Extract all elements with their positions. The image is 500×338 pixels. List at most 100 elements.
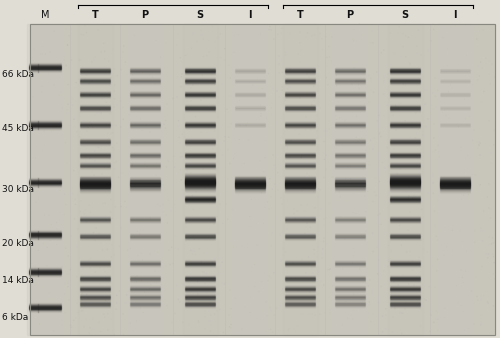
- Point: [342, 176, 350, 182]
- Point: [346, 164, 354, 169]
- Point: [233, 95, 241, 101]
- Point: [260, 156, 268, 162]
- Point: [78, 218, 86, 223]
- Point: [296, 29, 304, 34]
- Point: [302, 117, 310, 122]
- Point: [470, 104, 478, 110]
- Point: [466, 238, 474, 243]
- Point: [295, 200, 303, 205]
- Point: [108, 216, 116, 221]
- Point: [197, 225, 205, 230]
- Bar: [390, 144, 420, 145]
- Point: [237, 125, 245, 130]
- Bar: [184, 260, 216, 261]
- Point: [491, 74, 499, 80]
- Point: [464, 108, 472, 114]
- Point: [440, 107, 448, 113]
- Bar: [184, 69, 216, 70]
- Point: [408, 189, 416, 195]
- Bar: [285, 78, 315, 79]
- Point: [404, 195, 412, 200]
- Point: [404, 189, 411, 195]
- Point: [200, 95, 208, 100]
- Point: [332, 238, 340, 243]
- Point: [146, 237, 154, 243]
- Point: [132, 246, 140, 251]
- Point: [162, 41, 170, 46]
- Bar: [184, 263, 216, 264]
- Bar: [390, 174, 420, 175]
- Point: [53, 226, 61, 232]
- Point: [252, 273, 260, 279]
- Point: [402, 54, 410, 59]
- Point: [88, 327, 96, 332]
- Point: [57, 128, 65, 133]
- Point: [401, 70, 409, 75]
- Point: [308, 102, 316, 107]
- Bar: [285, 111, 315, 112]
- Point: [104, 303, 112, 308]
- Point: [236, 323, 244, 328]
- Bar: [335, 275, 365, 276]
- Point: [234, 32, 242, 38]
- Point: [372, 316, 380, 321]
- Point: [73, 300, 81, 306]
- Point: [58, 222, 66, 227]
- Point: [132, 287, 140, 292]
- Point: [254, 97, 262, 102]
- Bar: [130, 285, 160, 286]
- Point: [380, 269, 388, 274]
- Point: [434, 257, 442, 262]
- Point: [50, 158, 58, 164]
- Point: [70, 168, 78, 173]
- Point: [76, 58, 84, 63]
- Bar: [29, 304, 61, 305]
- Point: [277, 30, 285, 36]
- Point: [350, 75, 358, 80]
- Point: [320, 216, 328, 222]
- Point: [466, 114, 473, 119]
- Point: [190, 248, 198, 254]
- Bar: [80, 74, 110, 75]
- Point: [435, 149, 443, 154]
- Point: [374, 118, 382, 124]
- Point: [80, 32, 88, 38]
- Point: [430, 191, 438, 196]
- Point: [285, 154, 293, 160]
- Point: [90, 236, 98, 241]
- Point: [471, 240, 479, 245]
- Bar: [335, 140, 365, 141]
- Point: [314, 194, 322, 200]
- Point: [350, 246, 358, 251]
- Point: [334, 214, 342, 219]
- Point: [411, 51, 419, 56]
- Bar: [234, 181, 266, 182]
- Point: [54, 109, 62, 115]
- Point: [454, 316, 462, 322]
- Point: [67, 211, 75, 217]
- Point: [36, 272, 44, 277]
- Bar: [284, 176, 316, 177]
- Point: [420, 246, 428, 252]
- Point: [296, 95, 304, 101]
- Bar: [284, 184, 316, 185]
- Point: [188, 193, 196, 198]
- Point: [174, 74, 182, 79]
- Bar: [130, 162, 160, 163]
- Bar: [335, 121, 365, 122]
- Point: [78, 108, 86, 114]
- Text: T: T: [296, 10, 304, 20]
- Point: [68, 185, 76, 191]
- Bar: [130, 157, 160, 158]
- Point: [164, 197, 172, 203]
- Bar: [184, 178, 216, 179]
- Point: [120, 255, 128, 261]
- Point: [198, 259, 205, 265]
- Point: [77, 202, 85, 208]
- Point: [316, 187, 324, 192]
- Bar: [184, 179, 216, 180]
- Point: [302, 270, 310, 275]
- Point: [260, 221, 268, 226]
- Point: [121, 199, 129, 204]
- Bar: [80, 179, 110, 180]
